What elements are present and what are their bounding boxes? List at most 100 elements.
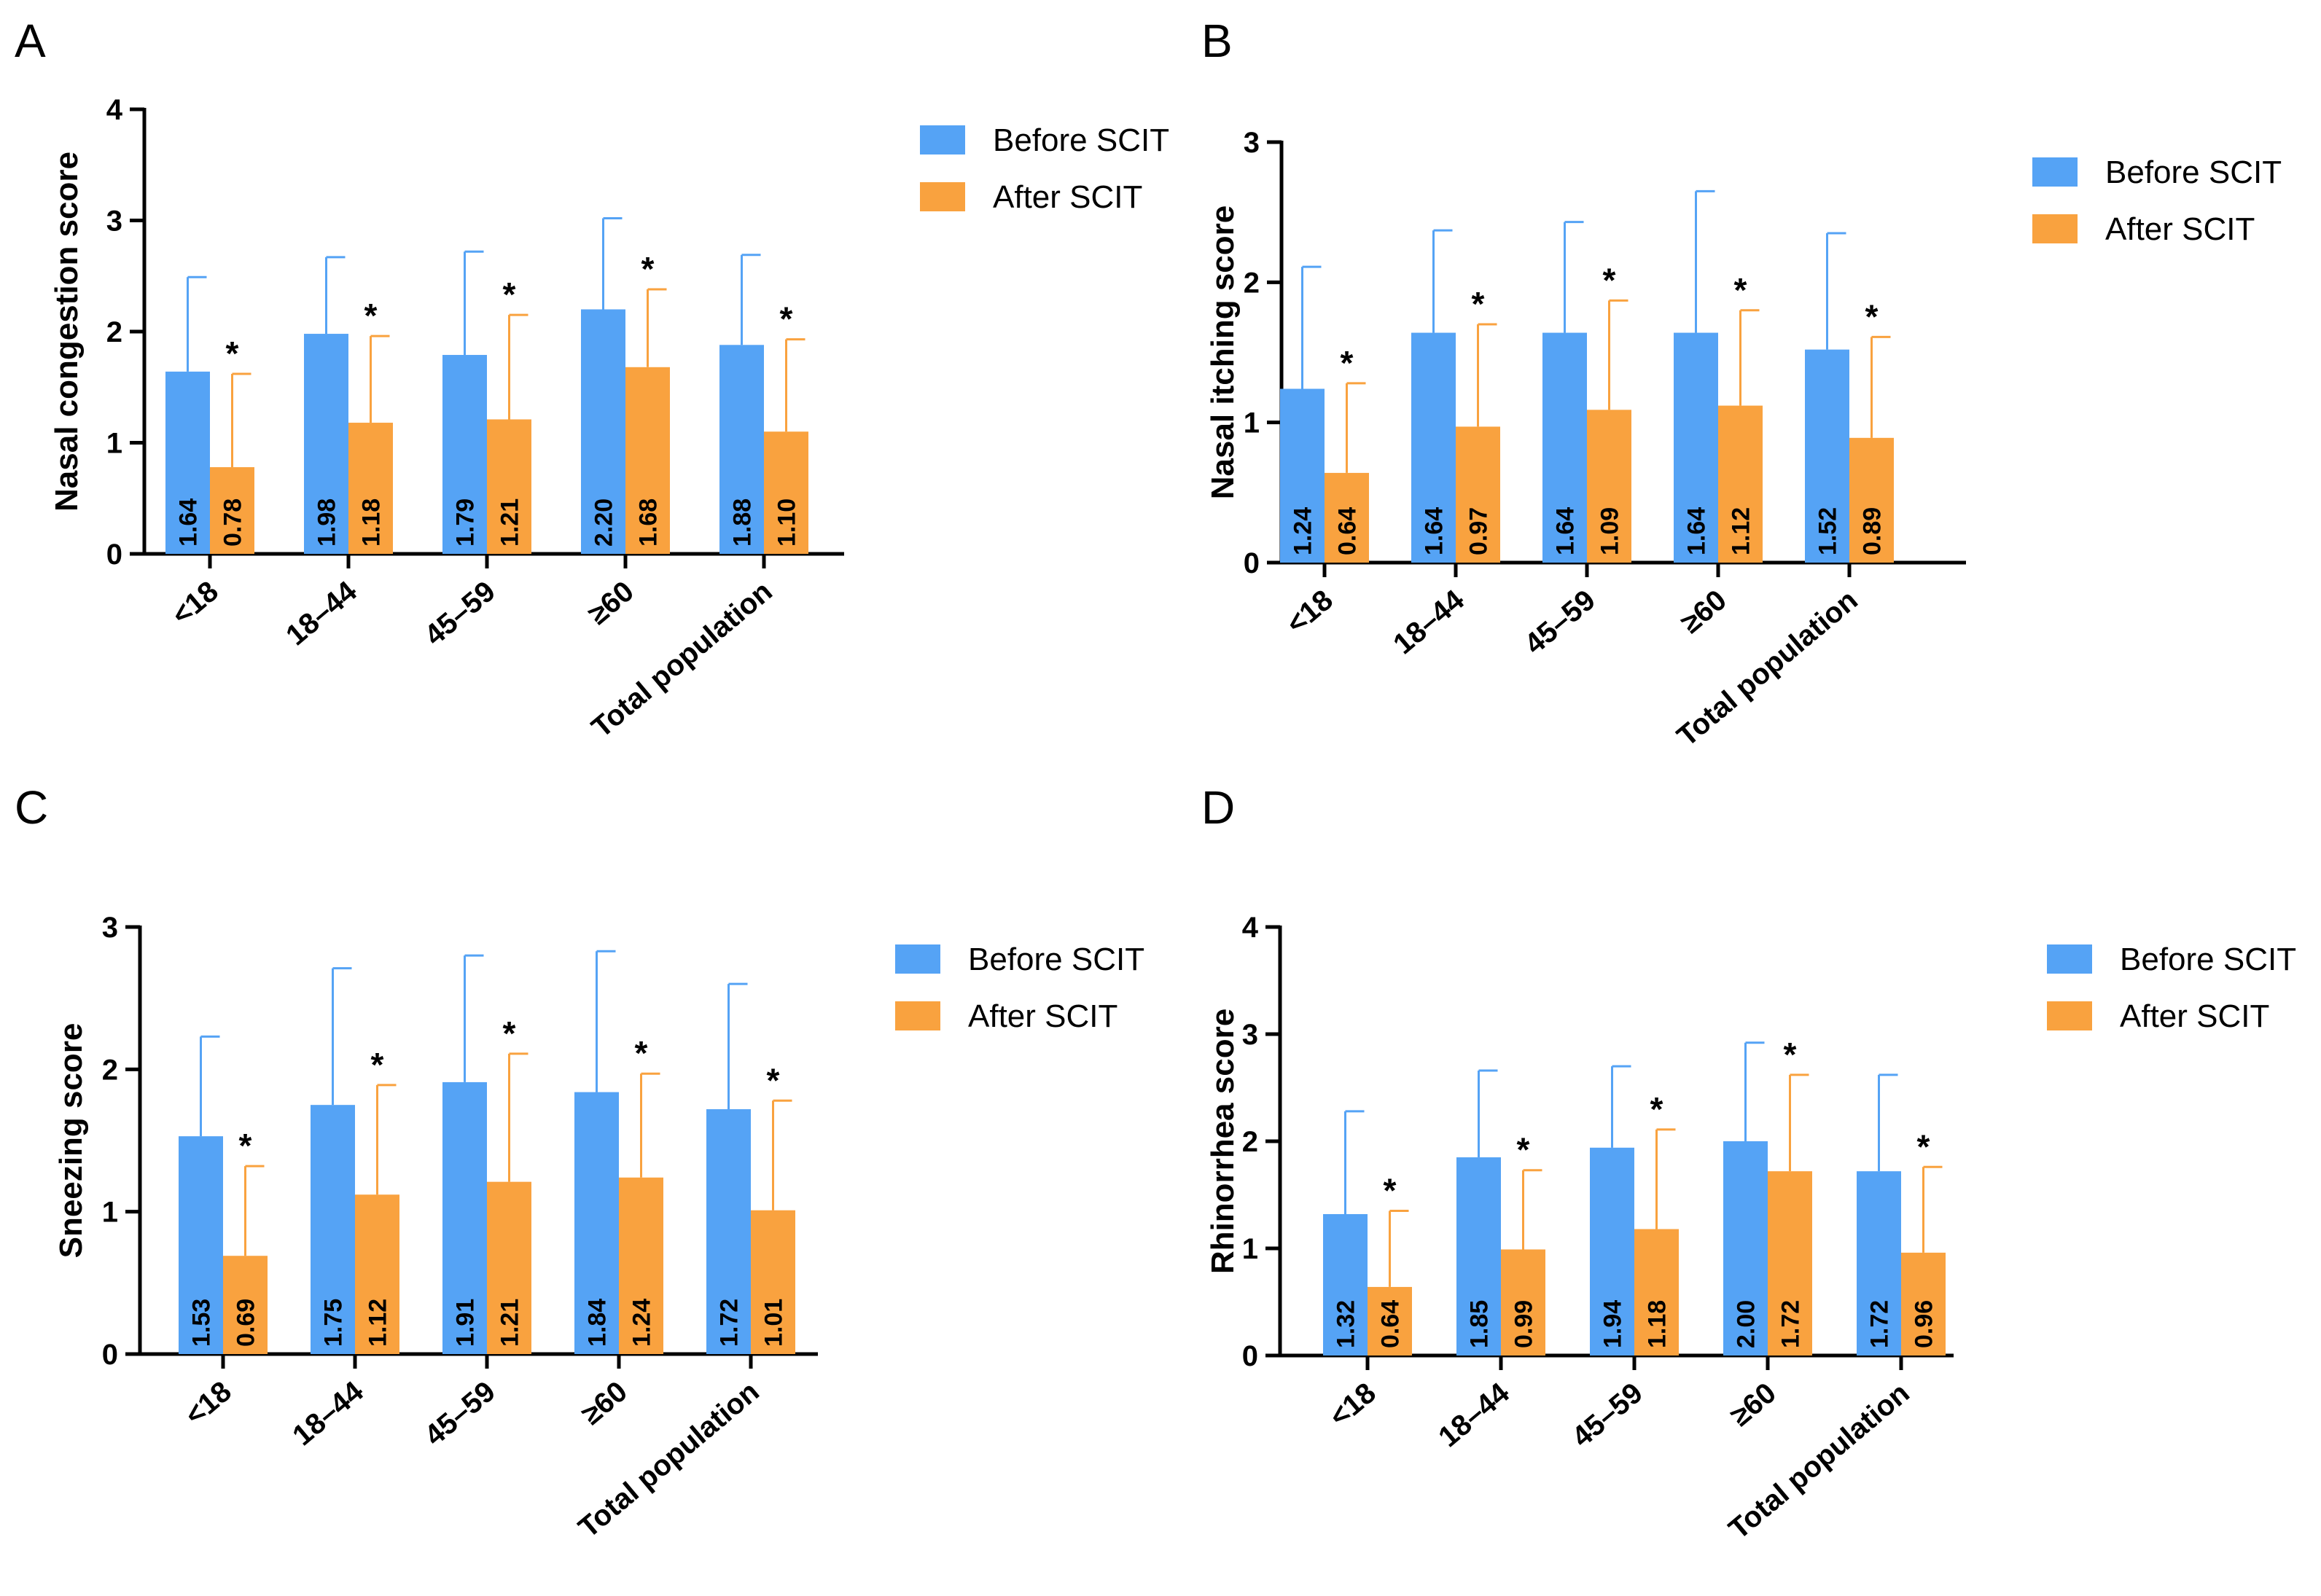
bar-before-2: [1542, 332, 1587, 563]
value-label-before: 2.20: [590, 498, 618, 547]
value-label-before: 1.94: [1599, 1300, 1627, 1348]
bar-after-0: [223, 1256, 268, 1354]
value-label-after: 0.69: [233, 1299, 260, 1347]
bar-after-3: [625, 367, 670, 554]
significance-marker: *: [1384, 1172, 1397, 1210]
value-label-after: 1.24: [628, 1299, 656, 1347]
y-tick-label: 0: [102, 1339, 118, 1371]
bar-before-3: [581, 309, 625, 554]
significance-marker: *: [1341, 344, 1354, 382]
x-tick-label: 18–44: [1432, 1377, 1516, 1454]
value-label-after: 1.01: [760, 1299, 788, 1347]
significance-marker: *: [1517, 1131, 1530, 1169]
value-label-after: 0.89: [1859, 507, 1887, 555]
bar-before-1: [304, 334, 348, 554]
value-label-after: 1.12: [364, 1299, 392, 1347]
legend-label-before: Before SCIT: [2105, 154, 2282, 190]
x-tick-label: 18–44: [286, 1375, 370, 1452]
bar-after-4: [764, 431, 808, 554]
significance-marker: *: [1917, 1127, 1930, 1165]
value-label-after: 1.18: [358, 498, 386, 547]
bar-after-1: [348, 423, 393, 554]
y-tick-label: 1: [102, 1197, 118, 1229]
y-tick-label: 3: [106, 206, 122, 238]
legend-swatch-before: [920, 125, 965, 154]
significance-marker: *: [371, 1046, 384, 1084]
bar-before-3: [1674, 332, 1718, 563]
x-tick-label: 45–59: [1518, 584, 1601, 660]
value-label-before: 1.24: [1290, 507, 1317, 555]
x-tick-label: 45–59: [418, 575, 501, 652]
value-label-after: 1.10: [773, 498, 801, 547]
panel-letter: D: [1201, 781, 1235, 834]
legend-swatch-before: [2032, 157, 2078, 187]
value-label-after: 0.99: [1510, 1300, 1538, 1348]
value-label-before: 1.84: [584, 1299, 612, 1347]
x-tick-label: 18–44: [1387, 584, 1470, 661]
value-label-after: 1.21: [496, 498, 524, 547]
bar-after-2: [487, 419, 531, 554]
bar-before-1: [1456, 1157, 1501, 1356]
legend-swatch-before: [895, 944, 940, 974]
x-tick-label: ≥60: [1675, 584, 1733, 639]
panel-b: B Nasal itching score 0 1 2 3 1.24 0.64 * <18 1.64…: [1201, 15, 2282, 753]
bar-after-1: [1501, 1249, 1545, 1356]
significance-marker: *: [1472, 285, 1485, 323]
value-label-before: 1.72: [1866, 1300, 1894, 1348]
significance-marker: *: [1784, 1036, 1797, 1073]
value-label-before: 1.75: [320, 1299, 348, 1347]
x-tick-label: <18: [1324, 1377, 1382, 1433]
y-tick-label: 2: [106, 316, 122, 348]
x-tick-label: 45–59: [418, 1375, 501, 1452]
panel-letter: C: [15, 781, 48, 834]
legend-swatch-after: [895, 1001, 940, 1030]
value-label-after: 1.12: [1728, 507, 1755, 555]
bar-after-1: [355, 1194, 399, 1354]
significance-marker: *: [767, 1061, 780, 1099]
bar-before-3: [574, 1092, 619, 1354]
legend: Before SCIT After SCIT: [895, 942, 1144, 1034]
significance-marker: *: [226, 335, 239, 372]
y-tick-label: 0: [1242, 1340, 1258, 1372]
bar-after-3: [1718, 405, 1763, 563]
bar-after-4: [751, 1210, 795, 1354]
bar-after-2: [1634, 1229, 1679, 1356]
bar-after-4: [1901, 1252, 1946, 1356]
significance-marker: *: [503, 275, 516, 313]
significance-marker: *: [503, 1014, 516, 1052]
bar-before-0: [1280, 388, 1325, 563]
value-label-after: 0.96: [1911, 1300, 1938, 1348]
y-tick-label: 4: [1242, 912, 1259, 944]
x-tick-label: ≥60: [576, 1375, 633, 1431]
y-axis-title: Rhinorrhea score: [1205, 1009, 1241, 1274]
y-tick-label: 1: [1242, 1233, 1258, 1265]
significance-marker: *: [364, 297, 378, 335]
value-label-before: 1.64: [175, 498, 203, 547]
y-tick-label: 2: [1244, 267, 1260, 299]
bar-before-4: [706, 1109, 751, 1354]
x-tick-label: <18: [179, 1375, 238, 1431]
bar-before-0: [1323, 1213, 1368, 1356]
value-label-before: 1.64: [1421, 507, 1448, 555]
panel-a: A Nasal congestion score 0 1 2 3 4 1.64 0.78 * <18…: [15, 15, 1169, 744]
y-tick-label: 3: [102, 912, 118, 944]
legend-label-after: After SCIT: [993, 179, 1142, 215]
significance-marker: *: [1865, 297, 1879, 335]
legend-label-before: Before SCIT: [2120, 942, 2296, 977]
x-tick-label: ≥60: [582, 575, 640, 630]
legend-label-after: After SCIT: [2120, 998, 2269, 1034]
bar-before-0: [179, 1136, 223, 1354]
bar-before-0: [165, 371, 210, 554]
value-label-after: 1.18: [1644, 1300, 1671, 1348]
y-tick-label: 1: [106, 428, 122, 460]
value-label-after: 1.68: [635, 498, 663, 547]
legend-swatch-after: [2047, 1001, 2092, 1030]
legend-swatch-after: [920, 182, 965, 211]
value-label-after: 1.21: [496, 1299, 524, 1347]
value-label-before: 1.64: [1552, 507, 1580, 555]
significance-marker: *: [1734, 271, 1747, 309]
x-tick-label: <18: [1281, 584, 1339, 640]
bar-before-3: [1723, 1141, 1768, 1356]
y-tick-label: 2: [102, 1054, 118, 1086]
legend: Before SCIT After SCIT: [2032, 154, 2282, 247]
